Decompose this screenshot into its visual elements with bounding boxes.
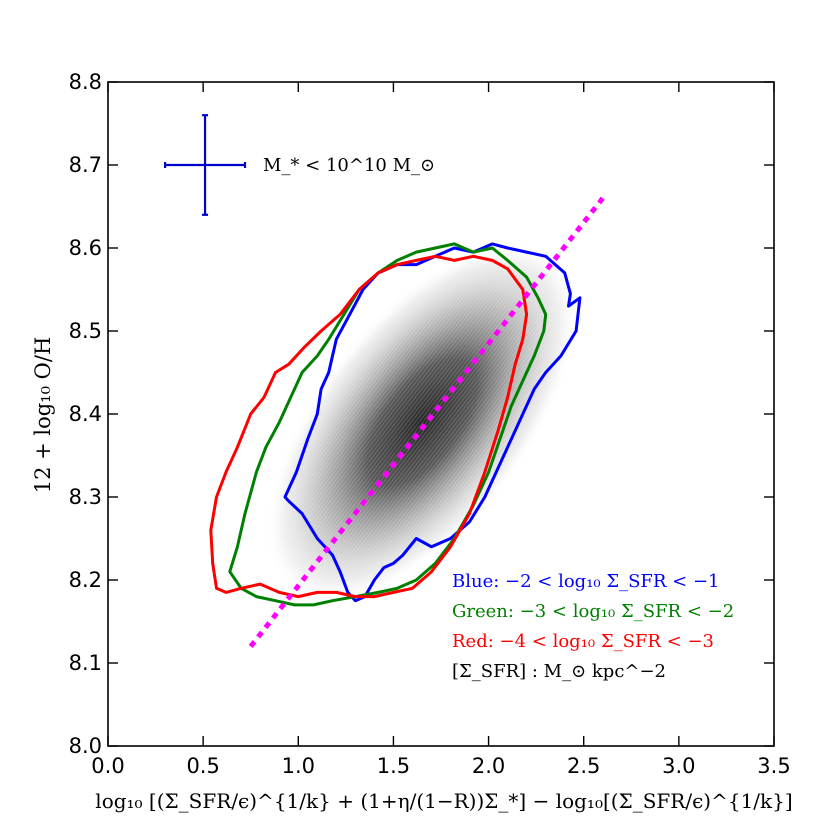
x-tick-label: 0.5 [186, 754, 219, 778]
y-tick-label: 8.4 [69, 402, 102, 426]
y-tick-label: 8.3 [69, 485, 102, 509]
legend-red: Red: −4 < log₁₀ Σ_SFR < −3 [452, 631, 714, 652]
error-bar-label: M_* < 10^10 M_⊙ [263, 155, 435, 176]
x-tick-label: 3.0 [662, 754, 695, 778]
x-tick-label: 0.0 [91, 754, 124, 778]
x-tick-label: 3.5 [757, 754, 790, 778]
y-tick-label: 8.2 [69, 568, 102, 592]
units-note: [Σ_SFR] : M_⊙ kpc^−2 [452, 661, 666, 682]
y-tick-label: 8.5 [69, 319, 102, 343]
x-axis-label: log₁₀ [(Σ_SFR/ϵ)^{1/k} + (1+η/(1−R))Σ_*]… [95, 789, 792, 813]
x-tick-label: 2.0 [472, 754, 505, 778]
y-tick-label: 8.1 [69, 651, 102, 675]
legend-blue: Blue: −2 < log₁₀ Σ_SFR < −1 [452, 571, 720, 592]
y-tick-label: 8.7 [69, 153, 102, 177]
y-tick-label: 8.8 [69, 70, 102, 94]
contour-red [209, 254, 529, 599]
x-tick-label: 2.5 [567, 754, 600, 778]
x-tick-label: 1.0 [282, 754, 315, 778]
y-axis-label: 12 + log₁₀ O/H [31, 337, 55, 494]
y-tick-label: 8.6 [69, 236, 102, 260]
y-tick-label: 8.0 [69, 734, 102, 758]
error-bar [163, 114, 247, 216]
x-tick-label: 1.5 [377, 754, 410, 778]
legend-green: Green: −3 < log₁₀ Σ_SFR < −2 [452, 601, 734, 622]
